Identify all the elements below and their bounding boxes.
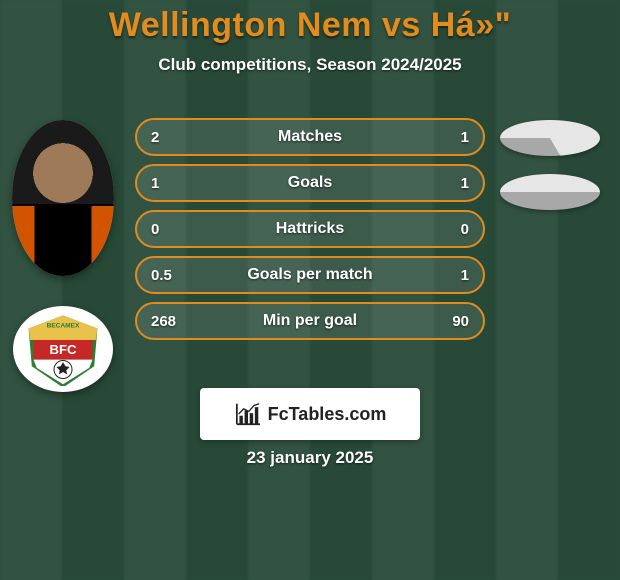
stat-row: 0.5 Goals per match 1 — [135, 256, 485, 294]
stat-right-value: 1 — [409, 129, 469, 146]
bar-chart-icon — [234, 402, 262, 426]
club-badge-icon: BECAMEX BFC — [22, 312, 104, 386]
player1-avatar — [12, 120, 114, 276]
stat-left-value: 1 — [151, 175, 211, 192]
stat-label: Hattricks — [211, 220, 409, 238]
content-root: Wellington Nem vs Há»" Club competitions… — [0, 0, 620, 580]
stats-list: 2 Matches 1 1 Goals 1 0 Hattricks 0 0.5 … — [135, 118, 485, 340]
stat-left-value: 0.5 — [151, 267, 211, 284]
stat-row: 1 Goals 1 — [135, 164, 485, 202]
pies-column — [490, 120, 610, 210]
svg-text:BFC: BFC — [50, 342, 77, 357]
stat-row: 2 Matches 1 — [135, 118, 485, 156]
avatars-column: BECAMEX BFC — [8, 120, 118, 392]
stat-label: Goals — [211, 174, 409, 192]
stat-left-value: 2 — [151, 129, 211, 146]
stat-right-value: 0 — [409, 221, 469, 238]
stat-pie — [500, 174, 600, 210]
svg-text:BECAMEX: BECAMEX — [47, 323, 80, 330]
subtitle: Club competitions, Season 2024/2025 — [0, 55, 620, 75]
player1-jersey — [12, 204, 114, 276]
stat-label: Matches — [211, 128, 409, 146]
brand-badge: FcTables.com — [200, 388, 420, 440]
stat-right-value: 1 — [409, 267, 469, 284]
page-title: Wellington Nem vs Há»" — [0, 0, 620, 45]
date-text: 23 january 2025 — [0, 448, 620, 468]
player2-badge: BECAMEX BFC — [13, 306, 113, 392]
stat-right-value: 90 — [409, 313, 469, 330]
brand-text: FcTables.com — [268, 404, 387, 425]
stat-label: Goals per match — [211, 266, 409, 284]
stat-left-value: 268 — [151, 313, 211, 330]
stat-left-value: 0 — [151, 221, 211, 238]
stat-right-value: 1 — [409, 175, 469, 192]
stat-label: Min per goal — [211, 312, 409, 330]
stat-pie — [500, 120, 600, 156]
stat-row: 0 Hattricks 0 — [135, 210, 485, 248]
stat-row: 268 Min per goal 90 — [135, 302, 485, 340]
